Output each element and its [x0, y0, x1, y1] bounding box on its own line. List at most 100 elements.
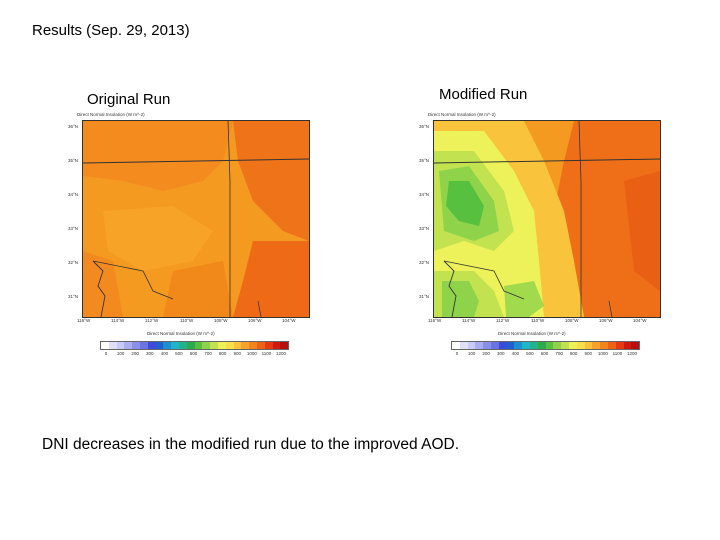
colorbar-swatch — [615, 342, 624, 349]
colorbar-swatch — [264, 342, 273, 349]
colorbar-swatch — [600, 342, 608, 349]
colorbar-swatch — [483, 342, 491, 349]
colorbar-tick-label: 600 — [540, 351, 549, 356]
lon-tick: 116°W — [77, 318, 91, 323]
dni-map — [82, 120, 310, 318]
colorbar-swatch — [529, 342, 538, 349]
colorbar-tick-label: 300 — [145, 351, 154, 356]
colorbar-swatch — [256, 342, 265, 349]
colorbar-swatch — [452, 342, 460, 349]
lon-axis: 116°W 114°W 112°W 110°W 108°W 106°W 104°… — [428, 318, 664, 326]
colorbar-tick-label: 900 — [584, 351, 593, 356]
lon-tick: 112°W — [145, 318, 159, 323]
colorbar-tick-label: 700 — [555, 351, 563, 356]
lat-tick: 34°N — [419, 192, 430, 197]
colorbar-tick-label: 100 — [116, 351, 125, 356]
dni-field-modified — [434, 121, 660, 317]
colorbar-swatch — [545, 342, 554, 349]
lon-tick: 108°W — [565, 318, 579, 323]
colorbar-swatch — [124, 342, 133, 349]
colorbar-swatch — [217, 342, 226, 349]
map-title: Direct Normal Insolation (W m^-2) — [428, 112, 496, 117]
colorbar-swatch — [163, 342, 172, 349]
colorbar-swatch — [272, 342, 281, 349]
lon-tick: 106°W — [599, 318, 613, 323]
lat-tick: 32°N — [68, 260, 79, 265]
colorbar-swatch — [116, 342, 125, 349]
colorbar-swatch — [467, 342, 476, 349]
colorbar-tick-label: 600 — [189, 351, 198, 356]
colorbar-tick-label: 800 — [218, 351, 227, 356]
colorbar-tick-label: 1200 — [626, 351, 638, 356]
colorbar-tick-label: 500 — [526, 351, 534, 356]
colorbar-labels: 0 100 200 300 400 500 600 700 800 900 1000 1100 1200 — [451, 351, 638, 357]
colorbar-swatch — [186, 342, 195, 349]
lat-tick: 32°N — [419, 260, 430, 265]
colorbar-swatch — [514, 342, 523, 349]
colorbar-tick-label: 0 — [104, 351, 108, 356]
colorbar-swatch — [459, 342, 468, 349]
lon-tick: 104°W — [633, 318, 647, 323]
colorbar-swatch — [498, 342, 507, 349]
lat-tick: 35°N — [68, 158, 79, 163]
colorbar-tick-label: 900 — [233, 351, 242, 356]
map-title: Direct Normal Insolation (W m^-2) — [77, 112, 145, 117]
colorbar-swatch — [506, 342, 515, 349]
colorbar-swatch — [108, 342, 117, 349]
colorbar-swatch — [631, 342, 640, 349]
lat-tick: 31°N — [419, 294, 430, 299]
colorbar-title: Direct Normal Insolation (W m^-2) — [147, 331, 215, 336]
colorbar-tick-label: 1100 — [612, 351, 623, 356]
colorbar-swatch — [233, 342, 242, 349]
lon-tick: 106°W — [248, 318, 262, 323]
colorbar-swatch — [576, 342, 585, 349]
colorbar-swatch — [607, 342, 616, 349]
lat-tick: 34°N — [68, 192, 79, 197]
colorbar-tick-label: 1200 — [275, 351, 287, 356]
colorbar-swatch — [139, 342, 148, 349]
colorbar-title: Direct Normal Insolation (W m^-2) — [498, 331, 566, 336]
colorbar — [100, 341, 289, 350]
colorbar-tick-label: 1000 — [246, 351, 257, 356]
colorbar-tick-label: 800 — [569, 351, 578, 356]
footer-note: DNI decreases in the modified run due to… — [42, 436, 459, 453]
lat-tick: 36°N — [419, 124, 430, 129]
modified-run-label: Modified Run — [439, 86, 528, 103]
colorbar-tick-label: 1000 — [597, 351, 608, 356]
colorbar-swatch — [475, 342, 484, 349]
original-run-map-panel: Direct Normal Insolation (W m^-2) 36°N 3… — [68, 112, 315, 370]
modified-run-map-panel: Direct Normal Insolation (W m^-2) 36°N 3… — [419, 112, 666, 370]
colorbar-swatch — [147, 342, 156, 349]
lat-tick: 31°N — [68, 294, 79, 299]
lat-tick: 35°N — [419, 158, 430, 163]
colorbar-tick-label: 100 — [467, 351, 476, 356]
colorbar-tick-label: 1100 — [261, 351, 272, 356]
colorbar-swatch — [225, 342, 234, 349]
colorbar-swatch — [194, 342, 203, 349]
dni-map — [433, 120, 661, 318]
lon-tick: 112°W — [496, 318, 510, 323]
lat-tick: 33°N — [68, 226, 79, 231]
colorbar-labels: 0 100 200 300 400 500 600 700 800 900 1000 1100 1200 — [100, 351, 287, 357]
colorbar-swatch — [537, 342, 546, 349]
colorbar-swatch — [249, 342, 257, 349]
colorbar-tick-label: 0 — [455, 351, 459, 356]
colorbar-swatch — [561, 342, 569, 349]
lon-tick: 110°W — [180, 318, 194, 323]
colorbar-swatch — [210, 342, 218, 349]
colorbar-swatch — [522, 342, 530, 349]
colorbar-swatch — [171, 342, 179, 349]
colorbar-swatch — [132, 342, 140, 349]
colorbar-tick-label: 700 — [204, 351, 212, 356]
colorbar-tick-label: 400 — [511, 351, 520, 356]
lon-tick: 114°W — [111, 318, 125, 323]
lon-axis: 116°W 114°W 112°W 110°W 108°W 106°W 104°… — [77, 318, 313, 326]
lat-tick: 33°N — [419, 226, 430, 231]
lon-tick: 116°W — [428, 318, 442, 323]
colorbar-swatch — [241, 342, 250, 349]
colorbar-tick-label: 200 — [131, 351, 139, 356]
lon-tick: 114°W — [462, 318, 476, 323]
lat-tick: 36°N — [68, 124, 79, 129]
dni-field-original — [83, 121, 309, 317]
colorbar-swatch — [178, 342, 187, 349]
